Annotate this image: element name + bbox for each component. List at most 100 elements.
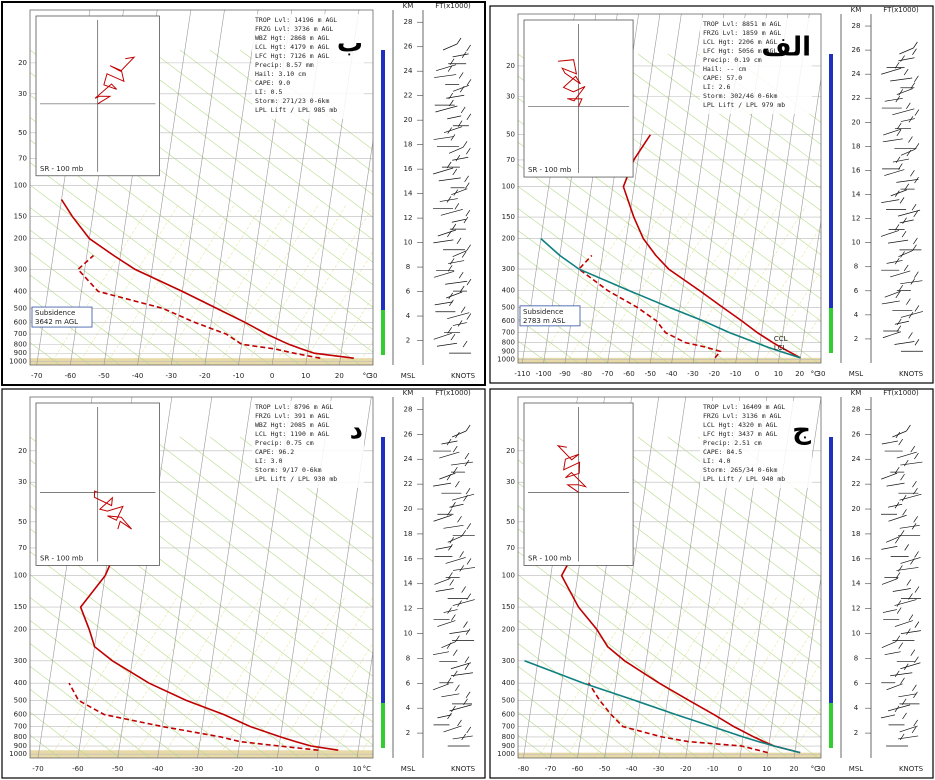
wind-barb bbox=[446, 94, 465, 99]
wind-barb bbox=[432, 683, 450, 691]
y-tick-label: 70 bbox=[506, 544, 515, 552]
y-tick-label: 20 bbox=[506, 447, 515, 455]
side-label: KM bbox=[851, 6, 862, 14]
stats-box bbox=[700, 18, 812, 114]
mixing-line bbox=[77, 205, 179, 365]
side-label: FT(x1000) bbox=[883, 6, 919, 14]
wind-barb-flag bbox=[464, 656, 470, 663]
wind-barb-flag bbox=[451, 502, 456, 509]
wind-barb bbox=[899, 219, 914, 224]
wind-barb-flag bbox=[465, 210, 471, 217]
dry-adiabat bbox=[149, 49, 373, 218]
height-tick-label: 10 bbox=[852, 239, 861, 247]
wind-barb bbox=[434, 301, 453, 306]
dry-adiabat bbox=[30, 184, 271, 365]
height-tick-label: 18 bbox=[852, 142, 861, 150]
wind-barb-flag bbox=[914, 176, 919, 184]
wind-barb bbox=[451, 218, 466, 223]
dry-adiabat bbox=[607, 53, 821, 212]
panel-label: الف bbox=[761, 33, 811, 63]
height-tick-label: 4 bbox=[854, 704, 859, 712]
profile-line bbox=[60, 199, 354, 359]
wind-barb bbox=[884, 651, 901, 656]
dry-adiabat bbox=[30, 117, 361, 365]
dry-adiabat bbox=[518, 620, 699, 758]
plot-frame bbox=[29, 9, 374, 366]
wind-barb-flag bbox=[906, 102, 911, 109]
wind-barb bbox=[437, 714, 452, 719]
dry-adiabat bbox=[518, 665, 639, 758]
level-label: CCL bbox=[774, 335, 788, 343]
height-tick-label: 22 bbox=[404, 92, 413, 100]
wind-barb-flag bbox=[447, 65, 453, 72]
mixing-line bbox=[621, 205, 723, 363]
x-tick-label: -50 bbox=[98, 372, 109, 380]
height-bar bbox=[381, 50, 385, 310]
y-tick-label: 50 bbox=[18, 129, 27, 137]
wind-barb-flag bbox=[456, 37, 462, 45]
wind-barb bbox=[885, 536, 901, 543]
mixing-line bbox=[733, 225, 821, 363]
y-tick-label: 500 bbox=[502, 303, 515, 311]
height-tick-label: 18 bbox=[404, 141, 413, 149]
profile-line bbox=[68, 682, 319, 751]
wind-barb-flag bbox=[910, 649, 916, 656]
y-tick-label: 30 bbox=[18, 90, 27, 98]
wind-barb bbox=[436, 64, 457, 72]
wind-barb bbox=[892, 588, 911, 592]
y-tick-label: 800 bbox=[14, 340, 27, 348]
y-tick-label: 100 bbox=[14, 572, 27, 580]
dry-adiabat bbox=[179, 436, 373, 585]
y-tick-label: 200 bbox=[502, 625, 515, 633]
wind-barb-flag bbox=[896, 129, 902, 137]
wind-barb-flag bbox=[466, 313, 472, 320]
height-tick-label: 24 bbox=[852, 455, 861, 463]
wind-barb-flag bbox=[453, 670, 458, 677]
wind-barb bbox=[447, 312, 470, 320]
dry-adiabat bbox=[119, 49, 373, 241]
height-tick-label: 8 bbox=[854, 654, 858, 662]
height-bar bbox=[829, 54, 833, 308]
mixing-line bbox=[761, 269, 821, 363]
hodograph-trace bbox=[94, 56, 136, 105]
side-label: FT(x1000) bbox=[435, 2, 471, 10]
wind-barb bbox=[434, 578, 451, 585]
wind-barb-flag bbox=[465, 628, 471, 635]
dry-adiabat bbox=[89, 436, 373, 654]
y-tick-label: 300 bbox=[14, 265, 27, 273]
wind-barb bbox=[894, 341, 915, 345]
height-tick-label: 10 bbox=[404, 239, 413, 247]
wind-barb-flag bbox=[451, 614, 456, 621]
dry-adiabat bbox=[577, 436, 821, 624]
mixing-line bbox=[161, 595, 263, 758]
hodograph-trace bbox=[93, 490, 132, 530]
height-tick-label: 24 bbox=[404, 67, 413, 75]
y-tick-label: 30 bbox=[506, 478, 515, 486]
x-tick-label: -20 bbox=[232, 765, 243, 773]
profile-line bbox=[622, 134, 801, 359]
dry-adiabat bbox=[518, 119, 821, 344]
profile-line bbox=[588, 682, 768, 754]
wind-barb-flag bbox=[904, 544, 909, 551]
mixing-line bbox=[273, 206, 373, 365]
wind-barb-flag bbox=[914, 339, 920, 346]
wind-barb-flag bbox=[449, 58, 455, 65]
wind-barb-flag bbox=[461, 530, 467, 537]
wind-barb-flag bbox=[894, 670, 900, 677]
wind-barb bbox=[900, 149, 916, 156]
wind-barb-flag bbox=[910, 170, 915, 177]
wind-barb-flag bbox=[902, 712, 907, 720]
wind-barb bbox=[439, 451, 460, 459]
wind-barb bbox=[433, 333, 452, 340]
height-tick-label: 4 bbox=[406, 312, 411, 320]
mixing-line bbox=[537, 205, 639, 363]
height-tick-label: 22 bbox=[852, 480, 861, 488]
wind-barb-flag bbox=[447, 607, 452, 614]
profile-line bbox=[540, 238, 801, 359]
wind-barb bbox=[432, 482, 452, 487]
mixing-line bbox=[329, 295, 373, 365]
mixing-line bbox=[245, 205, 347, 365]
height-tick-label: 16 bbox=[404, 165, 413, 173]
wind-barb bbox=[435, 588, 454, 592]
